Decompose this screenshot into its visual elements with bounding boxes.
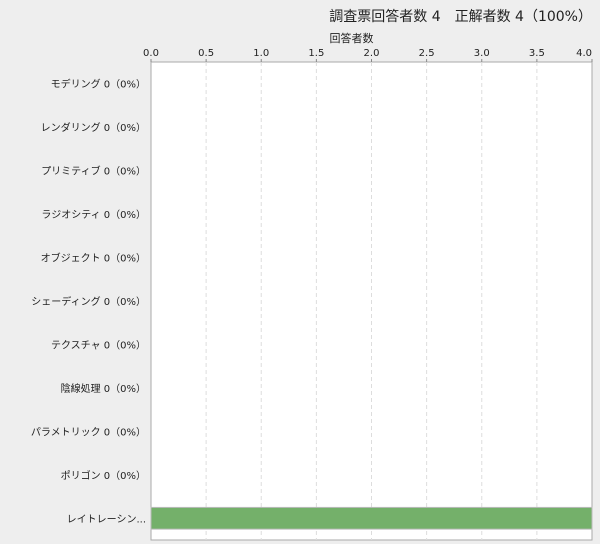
category-label: パラメトリック 0（0%） — [31, 426, 146, 438]
category-label: ポリゴン 0（0%） — [61, 469, 146, 482]
category-label: 陰線処理 0（0%） — [61, 382, 146, 395]
category-label: レイトレーシン... — [67, 514, 146, 525]
tick-label: 1.5 — [308, 48, 324, 59]
category-label: オブジェクト 0（0%） — [41, 252, 146, 265]
tick-label: 0.0 — [143, 48, 159, 59]
category-label: モデリング 0（0%） — [51, 78, 146, 91]
tick-label: 1.0 — [253, 48, 269, 59]
tick-label: 0.5 — [198, 48, 214, 59]
category-label: シェーディング 0（0%） — [31, 295, 146, 308]
category-label: テクスチャ 0（0%） — [51, 339, 146, 351]
tick-label: 3.5 — [529, 48, 545, 59]
tick-label: 2.0 — [364, 48, 380, 59]
category-label: ラジオシティ 0（0%） — [41, 209, 146, 221]
tick-label: 3.0 — [474, 48, 490, 59]
tick-label: 2.5 — [419, 48, 435, 59]
chart-title: 調査票回答者数 4 正解者数 4（100%） — [329, 9, 592, 25]
category-label: レンダリング 0（0%） — [41, 121, 146, 134]
bar — [150, 506, 593, 530]
x-axis-label: 回答者数 — [330, 31, 374, 45]
tick-label: 4.0 — [576, 48, 592, 59]
category-label: プリミティブ 0（0%） — [41, 165, 146, 178]
